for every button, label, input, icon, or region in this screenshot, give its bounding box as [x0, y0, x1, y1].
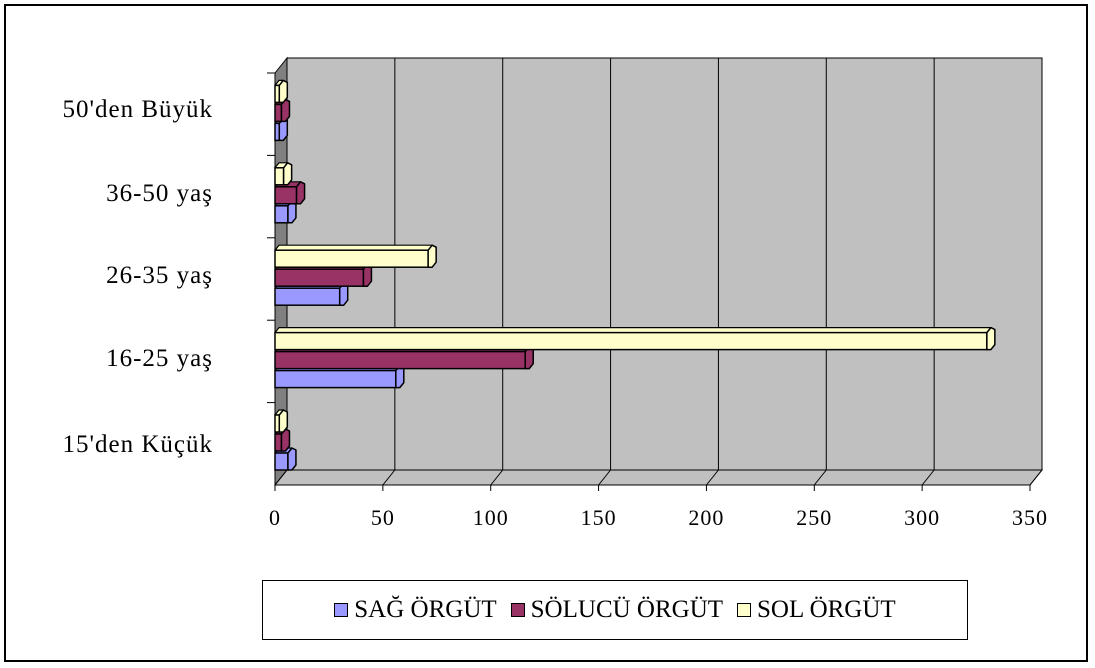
x-tick-label: 200: [688, 505, 724, 530]
x-tick-label: 50: [371, 505, 395, 530]
x-tick-label: 150: [581, 505, 617, 530]
bar: [274, 249, 429, 268]
bar-end-cap: [282, 162, 293, 186]
legend-label-solucu: SÖLUCÜ ÖRGÜT: [530, 596, 724, 623]
bar-end-cap: [295, 181, 306, 205]
legend-item-sol: SOL ÖRGÜT: [737, 596, 896, 624]
legend-swatch-solucu: [510, 603, 525, 617]
x-tick-label: 300: [904, 505, 940, 530]
legend-label-sag: SAĞ ÖRGÜT: [354, 596, 497, 623]
bar-end-cap: [986, 326, 996, 351]
category-label: 16-25 yaş: [106, 345, 213, 372]
bar: [274, 268, 365, 287]
bar: [274, 433, 283, 452]
bar: [274, 103, 283, 123]
x-tick-label: 350: [1012, 505, 1048, 530]
floor-gridline: [598, 469, 611, 486]
floor-gridline: [706, 469, 719, 486]
legend-item-sag: SAĞ ÖRGÜT: [334, 596, 497, 624]
bar-end-cap: [278, 79, 289, 104]
floor-gridline: [382, 469, 396, 486]
legend-item-solucu: SÖLUCÜ ÖRGÜT: [510, 596, 724, 624]
legend-swatch-sol: [737, 603, 752, 617]
plot-floor: [273, 469, 1044, 486]
floor-gridline: [813, 469, 827, 486]
category-label: 50'den Büyük: [62, 96, 213, 123]
floor-gridline: [274, 469, 288, 486]
x-tick-label: 0: [269, 505, 281, 530]
bar-end-cap: [287, 447, 297, 471]
bar: [274, 186, 298, 205]
bar: [274, 167, 285, 186]
floor-gridline: [1029, 469, 1043, 486]
bar-end-cap: [278, 409, 289, 433]
category-label: 15'den Küçük: [62, 431, 213, 458]
bar: [274, 331, 988, 351]
bar: [274, 287, 341, 306]
legend-label-sol: SOL ÖRGÜT: [757, 596, 896, 623]
bar: [274, 350, 526, 370]
floor-gridline: [490, 469, 504, 486]
bar-top: [274, 244, 433, 251]
legend: SAĞ ÖRGÜT SÖLUCÜ ÖRGÜT SOL ÖRGÜT: [262, 580, 968, 640]
bar: [274, 452, 289, 471]
bar: [274, 369, 397, 389]
floor-gridline: [921, 469, 935, 486]
x-tick-label: 250: [796, 505, 832, 530]
bar-end-cap: [427, 244, 437, 268]
bar: [274, 205, 289, 224]
x-tick-label: 100: [473, 505, 509, 530]
legend-swatch-sag: [334, 603, 349, 617]
category-label: 36-50 yaş: [106, 180, 213, 207]
category-label: 26-35 yaş: [106, 262, 213, 289]
